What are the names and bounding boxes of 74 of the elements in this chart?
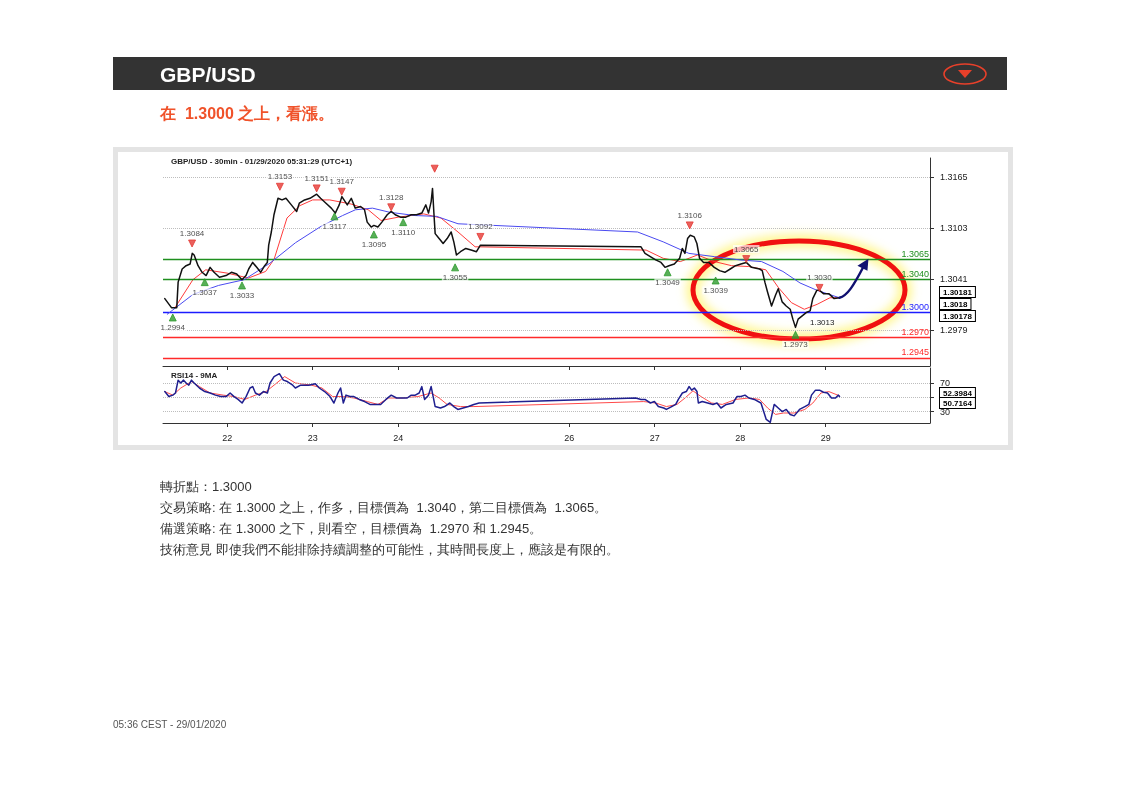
y-tick-label: 30	[940, 406, 951, 417]
x-tick-label: 28	[735, 432, 746, 443]
y-tick-label: 1.3103	[940, 222, 968, 233]
data-label: 1.3095	[361, 239, 387, 249]
point	[685, 221, 694, 230]
point	[188, 239, 197, 248]
point	[200, 278, 209, 287]
point	[451, 263, 460, 272]
point	[711, 276, 720, 285]
ref-line-label: 1.3040	[901, 269, 929, 280]
x-tick-label: 22	[222, 432, 233, 443]
point	[337, 187, 346, 196]
data-label: 1.3084	[179, 229, 205, 238]
ref-line-label: 1.2970	[901, 326, 929, 337]
text: 交易策略: 在 1.3000 之上，作多，目標價為 1.3040，第二目標價為 1.3065。	[160, 499, 608, 517]
text: 52.3984	[943, 388, 973, 398]
x-tick-label: 26	[564, 432, 575, 443]
point	[476, 232, 485, 241]
data-label: 1.3039	[703, 286, 729, 295]
x-tick-label: 27	[649, 432, 660, 443]
data-label: 1.3128	[378, 192, 404, 202]
x-tick-label: 23	[307, 432, 318, 443]
point	[238, 281, 247, 290]
data-label: 1.2973	[783, 340, 809, 350]
data-label: 1.3049	[655, 277, 681, 287]
point	[815, 283, 824, 292]
x-tick-label: 24	[393, 432, 404, 443]
text: 1.30178	[943, 311, 973, 321]
data-label: 1.3147	[329, 177, 355, 187]
y-tick-label: 1.2979	[940, 324, 968, 335]
data-label: 1.3030	[807, 273, 833, 283]
text: 50.7164	[943, 398, 973, 408]
point	[275, 182, 284, 191]
data-label: 1.2994	[160, 322, 186, 332]
point	[330, 212, 339, 221]
point	[312, 184, 321, 193]
data-label: 1.3153	[267, 172, 293, 182]
point	[399, 218, 408, 227]
data-label: 1.3065	[734, 244, 760, 254]
ref-line-label: 1.3000	[901, 302, 929, 313]
point	[369, 230, 378, 239]
text: 技術意見 即使我們不能排除持續調整的可能性，其時間長度上，應該是有限的。	[160, 541, 619, 559]
y-tick-label: 1.3165	[940, 171, 968, 182]
data-label: 1.3055	[442, 272, 468, 282]
x-tick-label: 29	[820, 432, 831, 443]
text: 1.3018	[943, 299, 969, 309]
data-label: 1.3037	[192, 287, 218, 297]
y-tick-label: 70	[940, 378, 951, 388]
text: 05:36 CEST - 29/01/2020	[113, 719, 227, 730]
point	[387, 203, 396, 212]
ref-line-label: 1.3065	[901, 248, 929, 259]
text: GBP/USD	[160, 62, 256, 88]
data-label: 1.3110	[391, 227, 416, 237]
point	[430, 164, 439, 173]
point	[791, 330, 800, 339]
ref-line-label: 1.2945	[901, 347, 929, 358]
data-label: 1.3151	[304, 173, 330, 183]
data-label: 1.3092	[468, 222, 494, 232]
data-label: 1.3106	[677, 210, 703, 220]
text: 備選策略: 在 1.3000 之下，則看空，目標價為 1.2970 和 1.2945。	[160, 520, 543, 538]
chart-title: GBP/USD - 30min - 01/29/2020 05:31:29 (UTC+1)	[171, 156, 353, 166]
chart-title: RSI14 - 9MA	[171, 370, 218, 380]
line-series	[164, 372, 841, 424]
text: 轉折點：1.3000	[160, 478, 252, 496]
line-series	[164, 376, 841, 415]
point	[168, 313, 177, 322]
data-label: 1.3117	[322, 221, 347, 231]
annotation: 1.3013	[810, 317, 836, 327]
text: 1.30181	[943, 287, 973, 297]
point	[663, 268, 672, 277]
data-label: 1.3033	[229, 290, 255, 300]
point	[742, 255, 751, 264]
text: 在 1.3000 之上，看漲。	[160, 104, 335, 124]
y-tick-label: 1.3041	[940, 273, 968, 284]
